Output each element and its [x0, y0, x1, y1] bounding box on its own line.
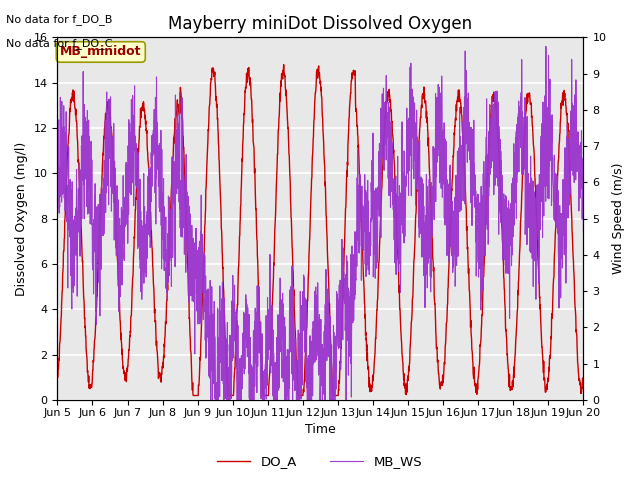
- DO_A: [565, 142, 573, 148]
- MB_WS: [207, 397, 214, 403]
- DO_A: [54, 370, 61, 376]
- Y-axis label: Dissolved Oxygen (mg/l): Dissolved Oxygen (mg/l): [15, 142, 28, 296]
- DO_A: [280, 62, 287, 68]
- MB_WS: [113, 215, 121, 221]
- MB_WS: [570, 103, 577, 108]
- DO_A: [310, 123, 317, 129]
- MB_WS: [145, 166, 152, 171]
- DO_A: [564, 142, 572, 147]
- X-axis label: Time: Time: [305, 423, 336, 436]
- Line: DO_A: DO_A: [58, 65, 584, 396]
- MB_WS: [255, 284, 263, 290]
- Title: Mayberry miniDot Dissolved Oxygen: Mayberry miniDot Dissolved Oxygen: [168, 15, 472, 33]
- Y-axis label: Wind Speed (m/s): Wind Speed (m/s): [612, 163, 625, 275]
- Text: No data for f_DO_B: No data for f_DO_B: [6, 14, 113, 25]
- Text: MB_minidot: MB_minidot: [60, 46, 141, 59]
- MB_WS: [580, 229, 588, 235]
- MB_WS: [278, 297, 286, 302]
- DO_A: [468, 348, 476, 354]
- MB_WS: [542, 44, 550, 49]
- Legend: DO_A, MB_WS: DO_A, MB_WS: [212, 450, 428, 473]
- MB_WS: [513, 122, 520, 128]
- MB_WS: [54, 184, 61, 190]
- Text: No data for f_DO_C: No data for f_DO_C: [6, 38, 113, 49]
- Line: MB_WS: MB_WS: [58, 47, 584, 400]
- DO_A: [189, 393, 197, 398]
- DO_A: [81, 303, 88, 309]
- DO_A: [296, 393, 303, 398]
- DO_A: [580, 376, 588, 382]
